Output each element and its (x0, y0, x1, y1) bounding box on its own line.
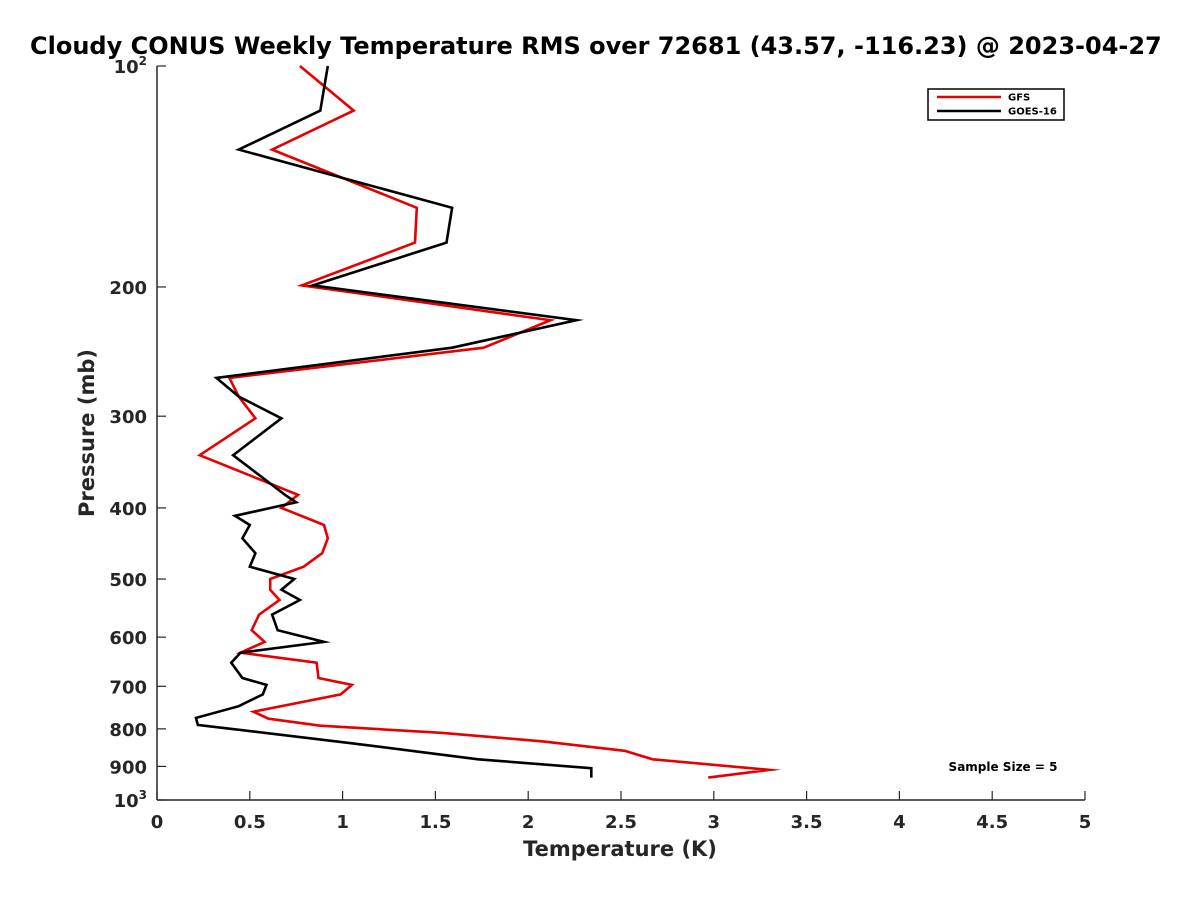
chart-title: Cloudy CONUS Weekly Temperature RMS over… (30, 32, 1162, 60)
series-line-goes-16 (194, 65, 593, 778)
plot-area: 0 0.5 1 1.5 2 2.5 3 3.5 4 4.5 5 102 200 300 400 500 600 7… (109, 54, 1091, 833)
x-tick-label: 4.5 (976, 812, 1008, 833)
y-tick-label: 200 (109, 278, 147, 299)
series-layer (194, 64, 782, 779)
axes-layer: 0 0.5 1 1.5 2 2.5 3 3.5 4 4.5 5 102 200 300 400 500 600 7… (109, 54, 1091, 833)
legend: GFS GOES-16 (927, 88, 1065, 121)
sample-size-annotation: Sample Size = 5 (949, 760, 1058, 774)
series-line-gfs (196, 64, 782, 779)
x-tick-label: 0.5 (234, 812, 266, 833)
x-tick-label: 1.5 (419, 812, 451, 833)
x-tick-label: 2.5 (605, 812, 637, 833)
legend-box (927, 88, 1065, 121)
x-tick-label: 2 (522, 812, 535, 833)
y-tick-label: 800 (109, 720, 147, 741)
x-tick-label: 3.5 (791, 812, 823, 833)
y-axis-label: Pressure (mb) (75, 349, 99, 517)
y-tick-label: 103 (114, 788, 147, 812)
legend-label-gfs: GFS (1008, 93, 1030, 104)
x-tick-label: 0 (151, 812, 164, 833)
x-tick-label: 1 (336, 812, 349, 833)
y-tick-label: 300 (109, 407, 147, 428)
x-tick-label: 3 (708, 812, 721, 833)
y-tick-label: 700 (109, 677, 147, 698)
x-tick-label: 4 (893, 812, 906, 833)
y-tick-label: 400 (109, 499, 147, 520)
y-tick-label: 500 (109, 570, 147, 591)
y-tick-label: 600 (109, 628, 147, 649)
y-tick-label: 102 (114, 54, 147, 78)
x-axis-label: Temperature (K) (523, 837, 717, 861)
x-tick-label: 5 (1079, 812, 1092, 833)
legend-label-goes-16: GOES-16 (1008, 107, 1057, 118)
y-tick-label: 900 (109, 757, 147, 778)
